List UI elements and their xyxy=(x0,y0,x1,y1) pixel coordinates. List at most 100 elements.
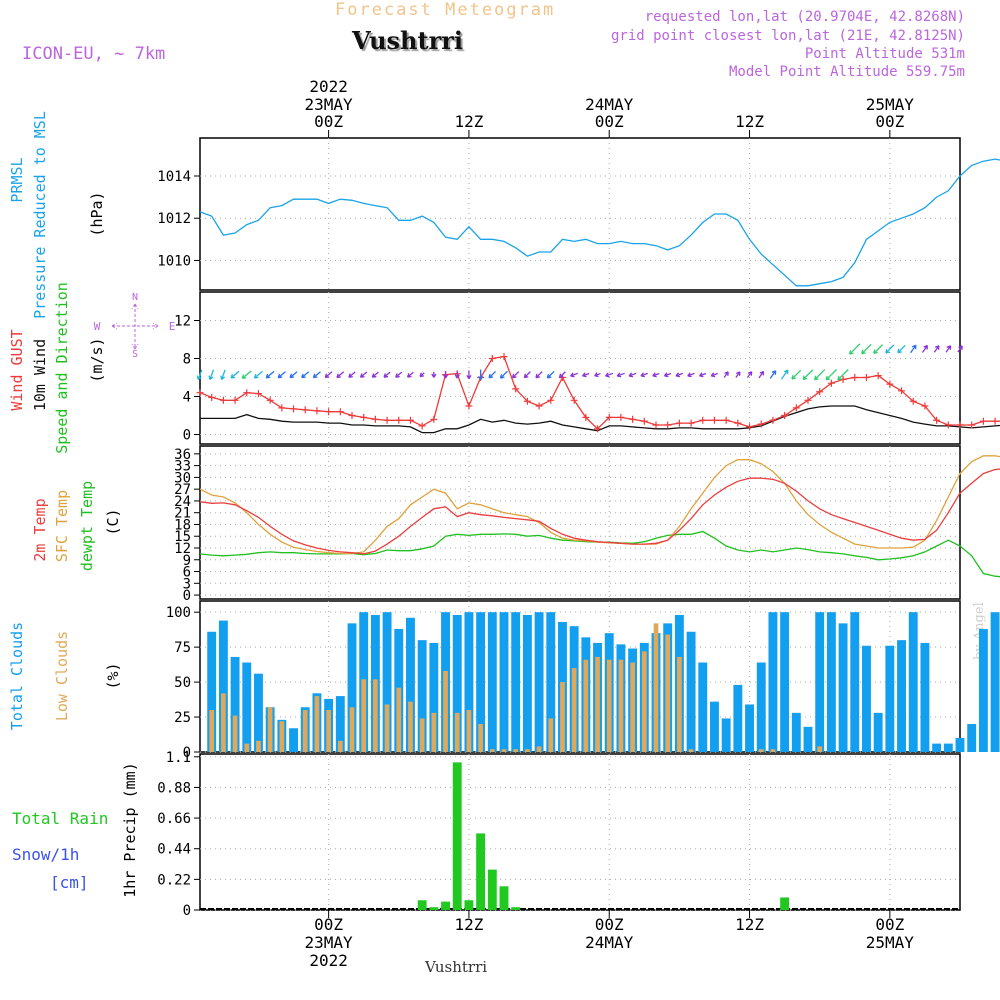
precip-ytick-label: 1.1 xyxy=(166,750,191,766)
rain-bar xyxy=(464,900,474,910)
wind-direction-arrow xyxy=(628,372,637,378)
wind-direction-arrow xyxy=(220,369,226,381)
precip-ytick-label: 0 xyxy=(183,903,191,919)
total-cloud-bar xyxy=(943,743,953,752)
sfc-temp-label: SFC Temp xyxy=(53,490,71,562)
top-time-label: 12Z xyxy=(454,112,483,131)
gust-marker xyxy=(243,389,251,397)
compass-e: E xyxy=(169,320,176,333)
gust-marker xyxy=(921,402,929,410)
low-cloud-bar xyxy=(267,707,273,752)
low-clouds-label: Low Clouds xyxy=(53,631,71,721)
gust-marker xyxy=(547,396,555,404)
gust-marker xyxy=(406,416,414,424)
compass-s: S xyxy=(132,349,138,360)
wind-direction-arrow xyxy=(652,372,660,378)
wind-direction-arrow xyxy=(758,370,765,379)
low-cloud-bar xyxy=(758,749,764,752)
low-cloud-bar xyxy=(583,659,589,752)
gust-marker xyxy=(979,417,987,425)
wind-direction-arrow xyxy=(546,370,555,379)
total-cloud-bar xyxy=(791,712,801,752)
gust-marker xyxy=(968,421,976,429)
t2m-label: 2m Temp xyxy=(31,498,49,561)
bottom-time-label: 12Z xyxy=(454,915,483,934)
gust-marker xyxy=(290,405,298,413)
low-cloud-bar xyxy=(548,718,554,752)
total-cloud-bar xyxy=(686,631,696,752)
wind-direction-arrow xyxy=(837,369,849,381)
low-cloud-bar xyxy=(337,740,343,752)
gust-marker xyxy=(430,415,438,423)
wind-direction-label: Speed and Direction xyxy=(53,282,71,454)
meteogram-title: Forecast Meteogram xyxy=(335,0,556,20)
gust-marker xyxy=(594,425,602,433)
wind-direction-arrow xyxy=(511,371,520,379)
low-cloud-bar xyxy=(571,668,577,752)
gust-marker xyxy=(874,372,882,380)
wind-direction-arrow xyxy=(945,345,952,353)
total-cloud-bar xyxy=(452,614,462,752)
total-cloud-bar xyxy=(932,743,942,752)
total-cloud-bar xyxy=(733,684,743,752)
rain-bar xyxy=(780,897,790,910)
wind-direction-arrow xyxy=(442,371,449,379)
top-time-label: 00Z xyxy=(875,112,904,131)
pressure-unit: (hPa) xyxy=(88,191,106,236)
low-cloud-bar xyxy=(209,710,215,752)
wind-direction-arrow xyxy=(289,371,298,379)
low-cloud-bar xyxy=(466,710,472,752)
total-cloud-bar xyxy=(862,645,871,752)
gust-marker xyxy=(746,423,754,431)
wind-direction-arrow xyxy=(735,371,741,378)
total-cloud-bar xyxy=(756,662,766,752)
total-cloud-bar xyxy=(464,612,474,752)
low-cloud-bar xyxy=(536,746,542,752)
low-cloud-bar xyxy=(618,659,624,752)
total-cloud-bar xyxy=(534,612,544,752)
total-cloud-bar xyxy=(978,628,988,752)
low-cloud-bar xyxy=(232,715,238,752)
total-cloud-bar xyxy=(546,612,556,752)
compass-w: W xyxy=(94,320,101,333)
wind-direction-arrow xyxy=(791,369,802,380)
gust-marker xyxy=(325,408,333,416)
wind-direction-arrow xyxy=(395,371,403,378)
wind-direction-arrow xyxy=(594,372,601,378)
top-day-label: 23MAY xyxy=(305,95,354,114)
total-cloud-bar xyxy=(242,662,252,752)
rain-bar xyxy=(499,886,509,910)
total-cloud-bar xyxy=(815,612,825,752)
total-cloud-bar xyxy=(289,728,298,752)
pressure-line xyxy=(199,158,1000,287)
wind-direction-arrow xyxy=(933,345,940,353)
wind-direction-arrow xyxy=(910,344,917,354)
gust-marker xyxy=(512,385,520,393)
wind-frame xyxy=(199,291,961,445)
temperature-ytick-label: 33 xyxy=(174,459,191,475)
total-cloud-bar xyxy=(967,724,977,752)
dewpoint-line xyxy=(199,530,1000,578)
total-cloud-bar xyxy=(803,726,813,752)
wind-direction-arrow xyxy=(873,344,883,355)
total-cloud-bar xyxy=(873,712,883,752)
precip-ytick-label: 0.44 xyxy=(157,842,191,858)
gust-marker xyxy=(278,404,286,412)
gust-marker xyxy=(944,421,952,429)
top-day-label: 25MAY xyxy=(866,95,915,114)
gust-marker xyxy=(313,407,321,415)
low-cloud-bar xyxy=(630,662,635,752)
low-cloud-bar xyxy=(489,749,495,752)
low-cloud-bar xyxy=(560,682,565,752)
gust-marker xyxy=(395,416,403,424)
low-cloud-bar xyxy=(396,687,402,752)
low-cloud-bar xyxy=(314,696,320,752)
gust-marker xyxy=(862,374,870,381)
sfc-temp-line xyxy=(199,455,1000,555)
gust-marker xyxy=(500,353,508,361)
total-cloud-bar xyxy=(335,696,345,752)
low-cloud-bar xyxy=(221,693,226,752)
rain-bar xyxy=(476,833,486,910)
wind-direction-arrow xyxy=(466,370,472,380)
wind-gust-label: Wind GUST xyxy=(8,329,26,410)
